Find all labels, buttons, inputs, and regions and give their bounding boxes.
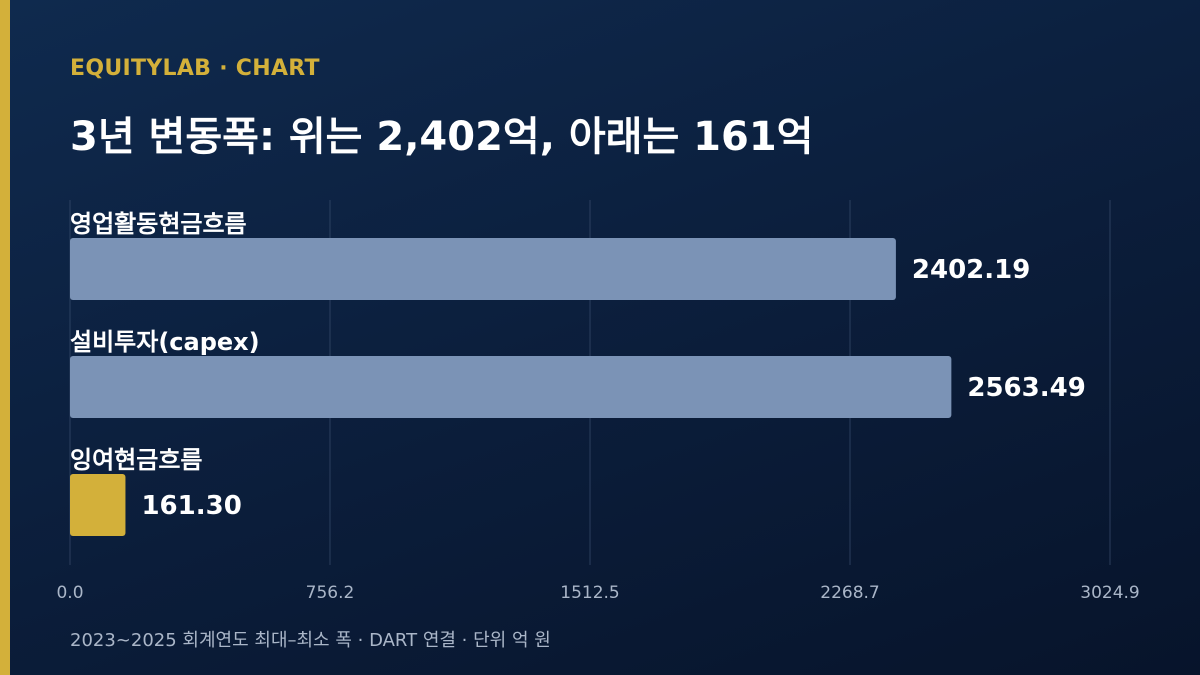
value-label: 2402.19 bbox=[912, 255, 1030, 285]
x-tick-label: 2268.7 bbox=[820, 583, 879, 603]
x-tick-label: 756.2 bbox=[306, 583, 355, 603]
accent-bar bbox=[0, 0, 10, 675]
category-label: 설비투자(capex) bbox=[70, 328, 260, 356]
chart-title: 3년 변동폭: 위는 2,402억, 아래는 161억 bbox=[70, 114, 814, 160]
category-label: 영업활동현금흐름 bbox=[70, 210, 247, 238]
brand-label: EQUITYLAB · CHART bbox=[70, 56, 320, 81]
x-tick-label: 1512.5 bbox=[560, 583, 619, 603]
x-tick-label: 0.0 bbox=[56, 583, 83, 603]
bar bbox=[70, 356, 952, 418]
bar bbox=[70, 238, 896, 300]
value-label: 2563.49 bbox=[967, 373, 1085, 403]
chart-footnote: 2023~2025 회계연도 최대–최소 폭 · DART 연결 · 단위 억 … bbox=[70, 630, 551, 651]
bar bbox=[70, 474, 126, 536]
x-tick-label: 3024.9 bbox=[1080, 583, 1139, 603]
value-label: 161.30 bbox=[141, 491, 241, 521]
category-label: 잉여현금흐름 bbox=[70, 446, 202, 474]
